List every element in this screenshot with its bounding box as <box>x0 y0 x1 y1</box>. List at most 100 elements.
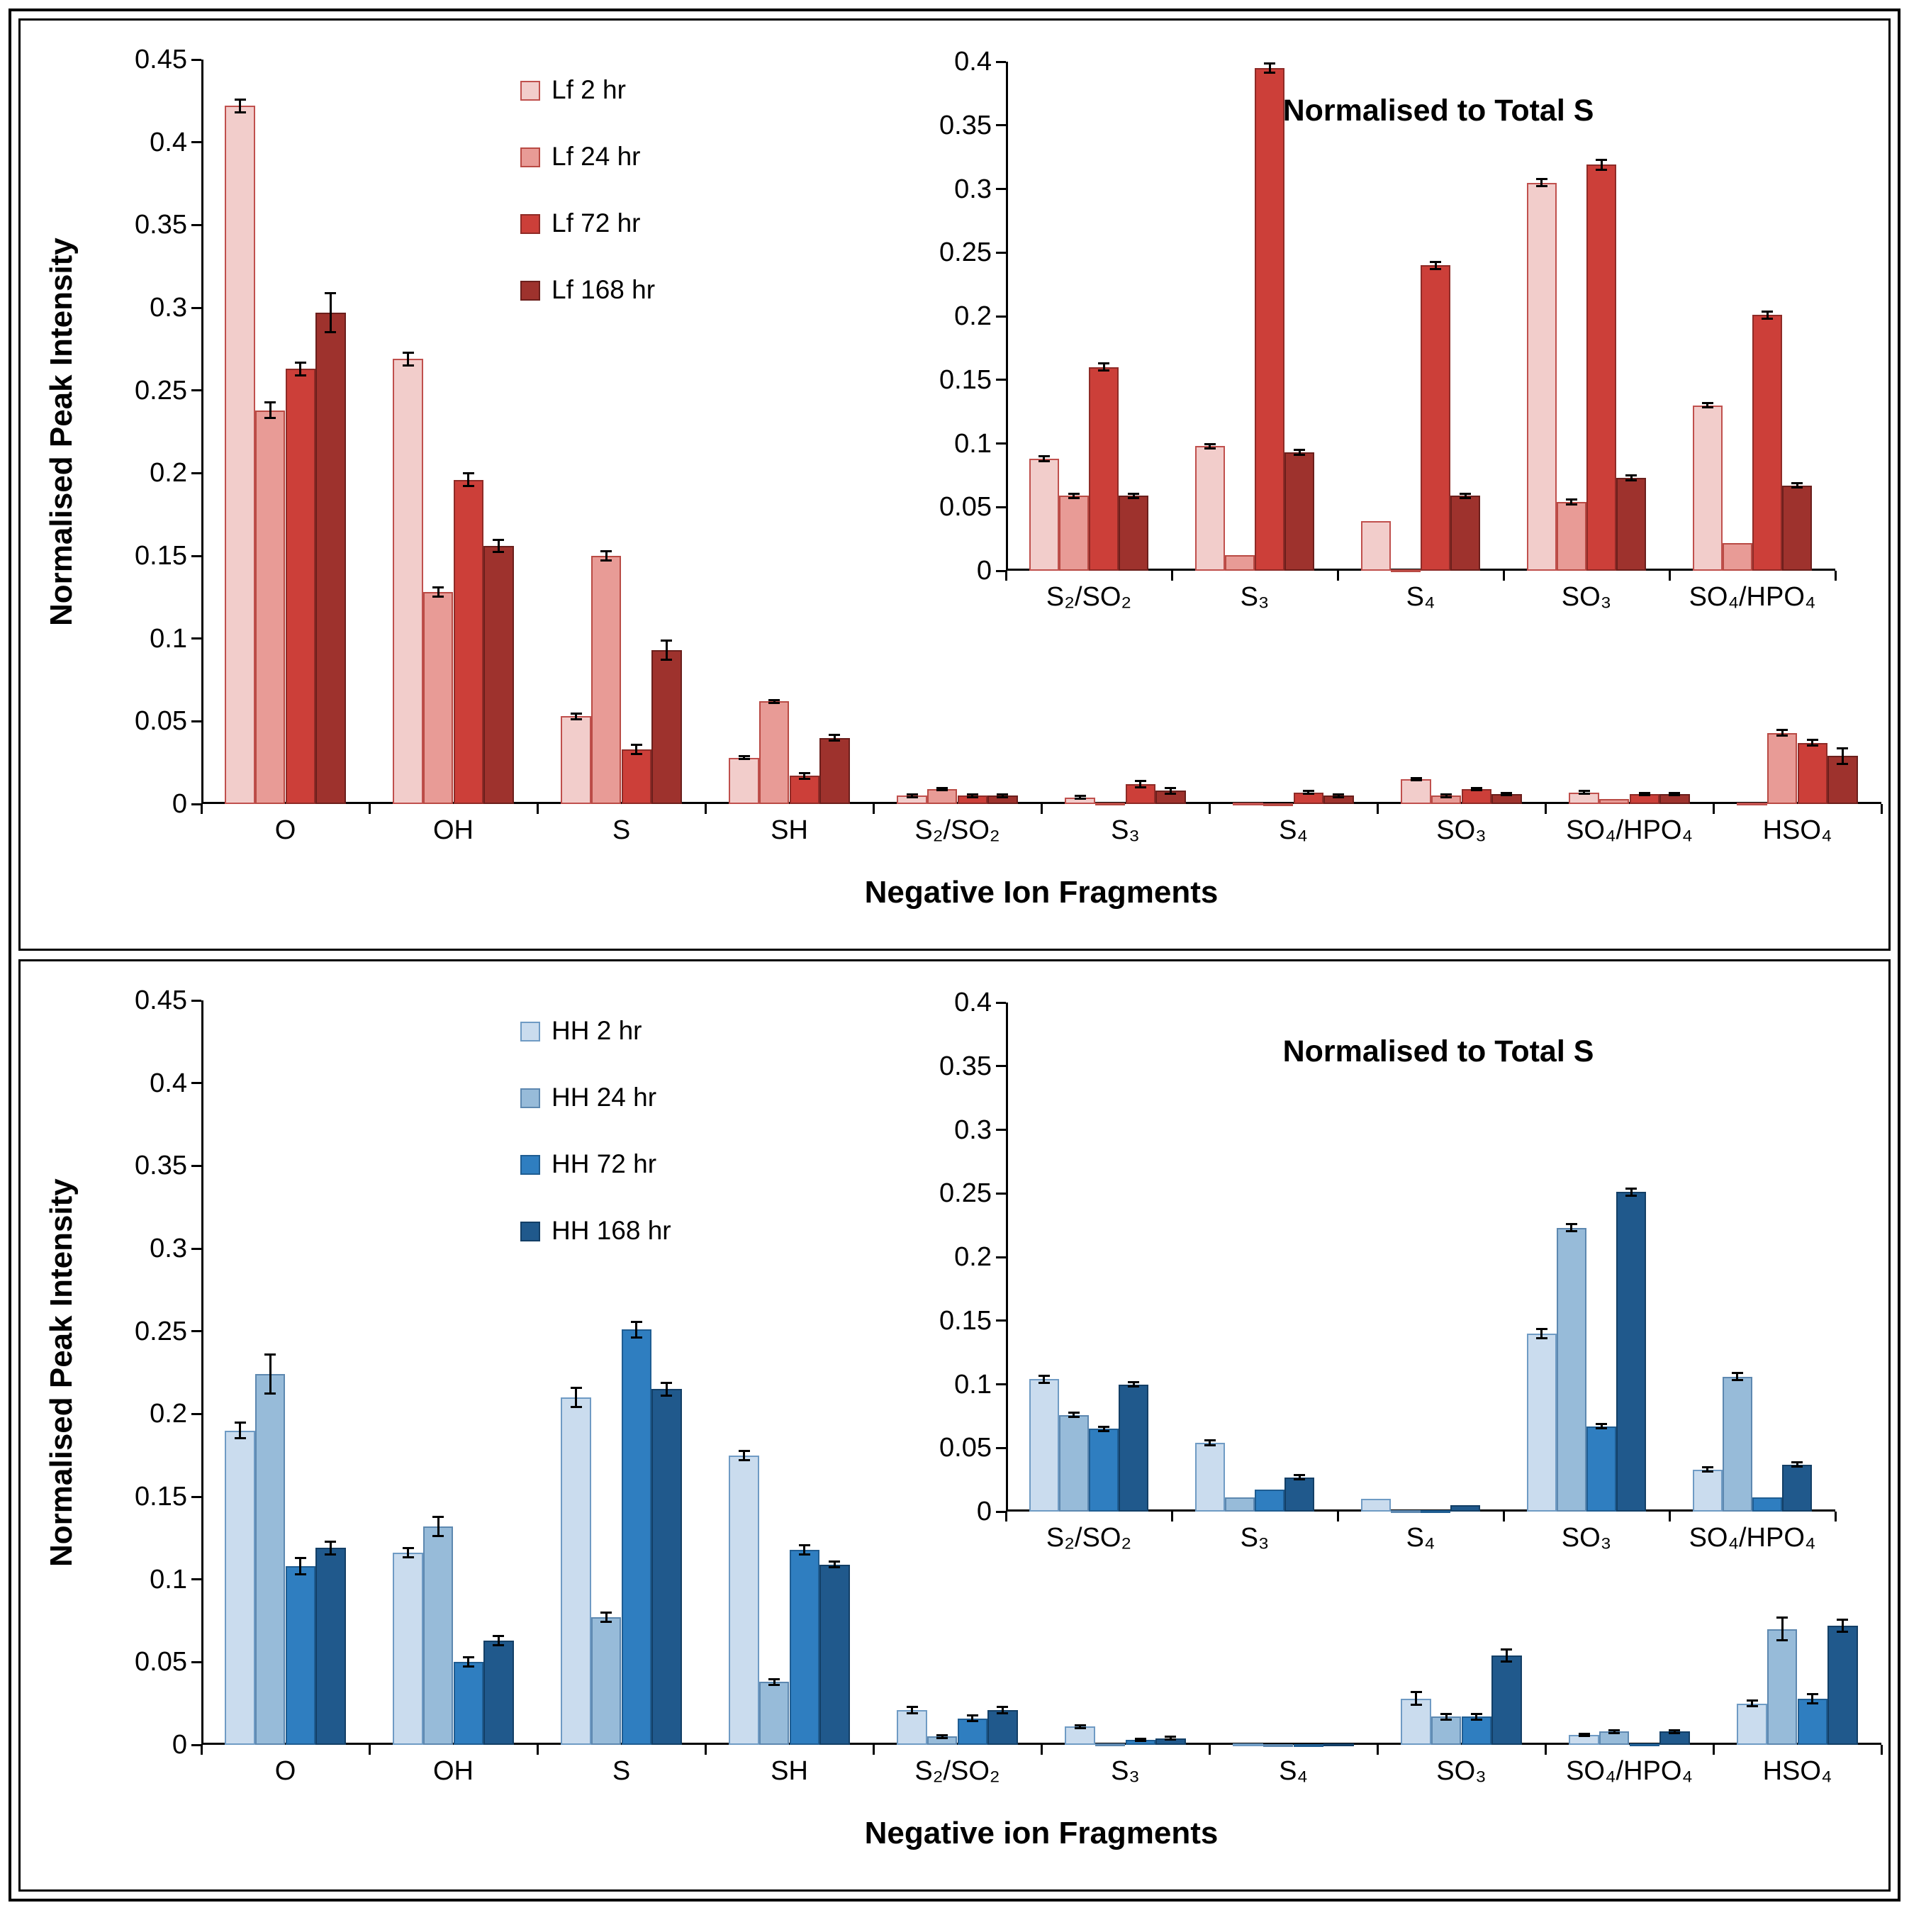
y-tick-label: 0.35 <box>135 1151 187 1181</box>
bar <box>819 737 850 804</box>
y-tick-mark <box>996 124 1006 127</box>
error-bar-cap <box>768 701 780 704</box>
y-tick-label: 0.4 <box>954 988 992 1017</box>
error-bar-line <box>497 1636 500 1646</box>
y-tick-mark <box>191 141 201 144</box>
error-bar-line <box>941 787 944 791</box>
y-tick-label: 0.25 <box>939 1178 992 1209</box>
error-bar-line <box>971 794 974 798</box>
bar <box>1797 1698 1828 1745</box>
error-bar-line <box>1073 1412 1075 1418</box>
error-bar-cap <box>1837 763 1849 765</box>
y-tick-label: 0.15 <box>135 541 187 571</box>
error-bar-line <box>1706 403 1709 408</box>
bar <box>1119 1384 1149 1512</box>
error-bar-cap <box>906 1706 918 1709</box>
x-category-label: S₂/SO₂ <box>914 1756 1000 1786</box>
error-bar-cap <box>798 1543 810 1546</box>
error-bar-cap <box>1791 482 1803 485</box>
error-bar-line <box>407 1548 409 1558</box>
error-bar-line <box>1811 739 1814 747</box>
bar <box>1752 315 1783 571</box>
error-bar-cap <box>936 1734 948 1736</box>
x-tick-mark <box>200 804 203 814</box>
y-tick-label: 0.4 <box>150 127 187 157</box>
legend-swatch <box>520 1022 540 1042</box>
y-tick-mark <box>996 1192 1006 1195</box>
bar <box>789 1549 820 1745</box>
y-tick-mark <box>191 637 201 640</box>
error-bar-cap <box>1501 791 1513 794</box>
bar <box>422 1526 454 1745</box>
error-bar-cap <box>600 559 612 562</box>
bar <box>1491 1655 1522 1745</box>
x-category-label: S₄ <box>1406 1523 1435 1553</box>
y-tick-mark <box>191 720 201 722</box>
legend-label: HH 2 hr <box>552 1016 642 1045</box>
error-bar-cap <box>1701 1466 1713 1469</box>
x-tick-mark <box>1004 571 1007 581</box>
error-bar-cap <box>1068 1416 1080 1419</box>
error-bar-cap <box>997 795 1009 798</box>
error-bar-cap <box>1776 729 1788 731</box>
y-tick-mark <box>996 1446 1006 1449</box>
bar <box>453 479 484 804</box>
error-bar-line <box>1001 794 1004 798</box>
error-bar-cap <box>1302 793 1314 795</box>
bar <box>1450 496 1481 571</box>
bar <box>1224 555 1255 571</box>
y-tick-mark <box>191 1743 201 1746</box>
y-tick-mark <box>191 471 201 474</box>
y-tick-label: 0.35 <box>135 210 187 240</box>
y-tick-mark <box>191 1082 201 1085</box>
bar <box>1194 446 1225 571</box>
x-tick-mark <box>1880 804 1883 814</box>
x-tick-mark <box>1834 1512 1837 1521</box>
error-bar-cap <box>1625 1194 1638 1197</box>
error-bar-cap <box>1460 496 1472 499</box>
bar <box>1616 1192 1647 1512</box>
error-bar-cap <box>1608 1729 1620 1731</box>
error-bar-cap <box>1264 62 1276 65</box>
bar <box>1431 1716 1462 1745</box>
error-bar-cap <box>493 1644 505 1646</box>
y-tick-label: 0.4 <box>150 1068 187 1098</box>
error-bar-cap <box>462 472 474 475</box>
bar <box>1782 1464 1813 1512</box>
error-bar-cap <box>325 331 337 333</box>
bar <box>1586 1426 1617 1512</box>
error-bar-cap <box>1578 1735 1590 1738</box>
error-bar-cap <box>829 734 841 736</box>
bar <box>254 410 286 804</box>
error-bar-cap <box>798 778 810 780</box>
error-bar-line <box>1445 794 1448 798</box>
y-tick-mark <box>191 1578 201 1581</box>
bar <box>1752 1497 1783 1512</box>
error-bar-line <box>467 473 470 486</box>
error-bar-cap <box>966 1714 978 1716</box>
error-bar-line <box>1751 1700 1753 1707</box>
x-tick-mark <box>1376 804 1379 814</box>
x-tick-mark <box>1544 804 1547 814</box>
y-tick-label: 0.25 <box>135 1316 187 1346</box>
y-tick-mark <box>191 803 201 805</box>
error-bar-cap <box>1596 168 1608 171</box>
bar <box>1095 1743 1126 1746</box>
bar <box>1401 1698 1431 1745</box>
error-bar-line <box>1736 1373 1739 1381</box>
bar <box>1767 732 1798 804</box>
error-bar-cap <box>294 374 306 376</box>
error-bar-line <box>1132 493 1135 498</box>
bar <box>758 701 790 804</box>
y-tick-label: 0.05 <box>939 492 992 523</box>
error-bar-cap <box>1430 267 1442 270</box>
error-bar-line <box>1583 791 1585 794</box>
x-category-label: SO₄/HPO₄ <box>1689 1523 1816 1553</box>
error-bar-cap <box>1776 1616 1788 1619</box>
bar <box>1224 1497 1255 1512</box>
panel-hh: Normalised Peak Intensity Negative ion F… <box>18 959 1891 1892</box>
y-tick-mark <box>996 1065 1006 1068</box>
error-bar-cap <box>1128 496 1140 499</box>
bar <box>897 1710 927 1745</box>
x-category-label: SO₃ <box>1436 815 1487 845</box>
